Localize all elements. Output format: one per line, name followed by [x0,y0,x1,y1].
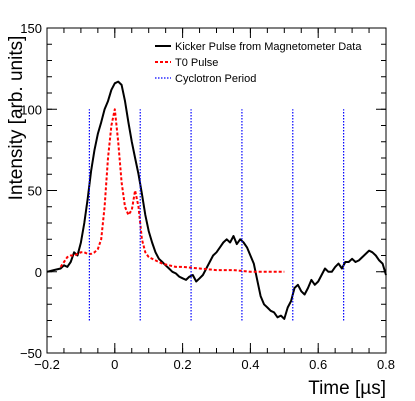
x-axis-title: Time [µs] [308,378,386,399]
legend: Kicker Pulse from Magnetometer Data T0 Pu… [155,41,362,85]
legend-label: T0 Pulse [175,57,218,69]
x-tick-label: 0 [111,357,118,372]
y-tick-label: 50 [28,184,42,199]
y-tick-label: 100 [20,102,42,117]
t0-pulse-line [59,108,285,273]
x-tick-label: 0.8 [377,357,395,372]
kicker-pulse-line [46,80,387,320]
x-tick-label: 0.2 [174,357,192,372]
x-tick-label: 0.6 [309,357,327,372]
y-axis-title: Intensity [arb. units] [6,36,27,201]
legend-label: Cyclotron Period [175,73,256,85]
y-tick-label: −50 [20,346,42,361]
x-tick-label: −0.2 [34,357,60,372]
x-tick-label: 0.4 [241,357,259,372]
y-tick-label: 0 [35,265,42,280]
legend-label: Kicker Pulse from Magnetometer Data [175,41,362,53]
y-tick-label: 150 [20,21,42,36]
